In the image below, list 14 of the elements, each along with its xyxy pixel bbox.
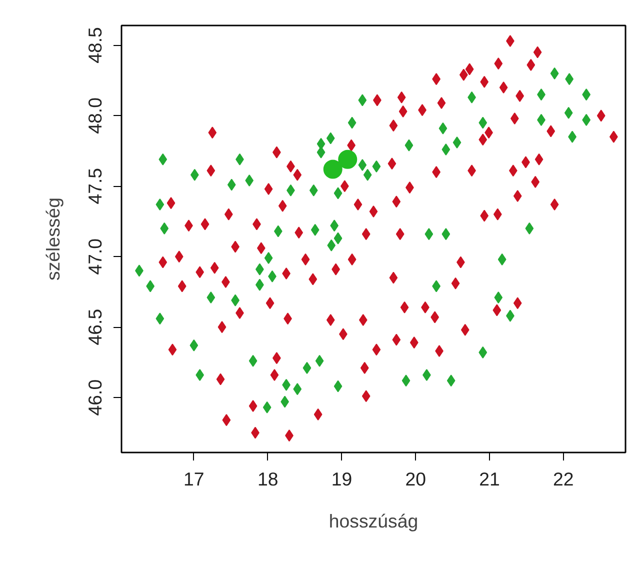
y-tick-label: 46.0	[84, 379, 106, 416]
x-tick-label: 20	[405, 468, 426, 490]
y-tick-label: 47.0	[84, 238, 106, 275]
y-tick-label: 48.5	[84, 27, 106, 64]
y-axis-title: szélesség	[42, 198, 64, 280]
x-tick-label: 18	[257, 468, 278, 490]
y-tick-label: 48.0	[84, 98, 106, 134]
y-tick-label: 46.5	[84, 308, 106, 346]
x-tick-label: 19	[331, 468, 352, 490]
x-tick-label: 17	[184, 468, 204, 490]
x-tick-label: 22	[553, 468, 574, 490]
x-axis-title: hosszúság	[328, 510, 418, 532]
x-tick-label: 21	[479, 468, 500, 490]
y-tick-label: 47.5	[84, 168, 106, 204]
